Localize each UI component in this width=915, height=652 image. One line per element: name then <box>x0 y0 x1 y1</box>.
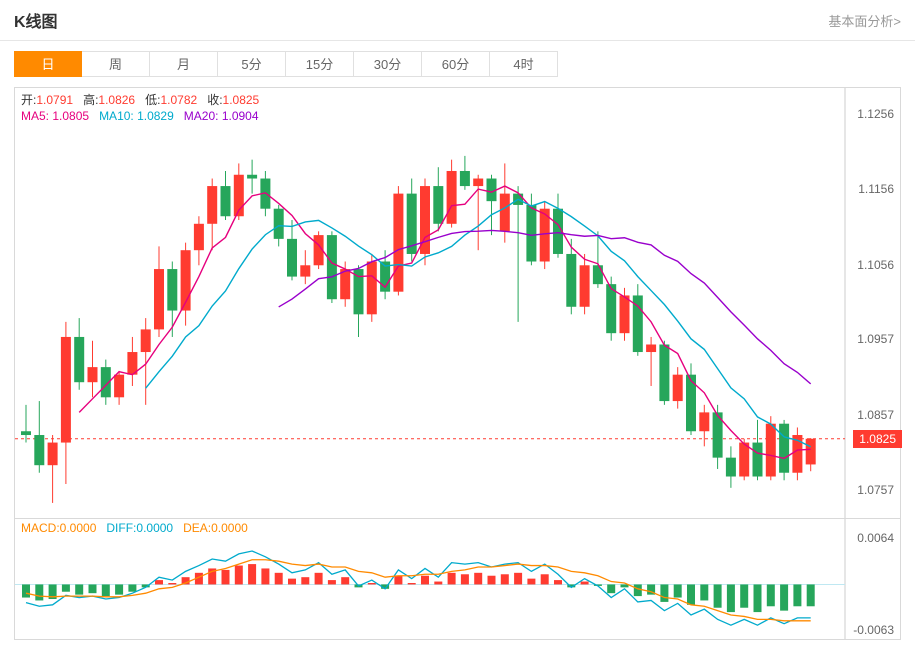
timeframe-tab-4[interactable]: 15分 <box>286 51 354 77</box>
timeframe-tab-7[interactable]: 4时 <box>490 51 558 77</box>
fundamental-analysis-link[interactable]: 基本面分析> <box>828 11 901 30</box>
timeframe-tab-6[interactable]: 60分 <box>422 51 490 77</box>
macd-readout: MACD:0.0000 DIFF:0.0000 DEA:0.0000 <box>21 521 248 535</box>
timeframe-tab-5[interactable]: 30分 <box>354 51 422 77</box>
page-title: K线图 <box>14 8 58 32</box>
timeframe-tab-3[interactable]: 5分 <box>218 51 286 77</box>
ohlc-readout: 开:1.0791 高:1.0826 低:1.0782 收:1.0825 <box>21 92 259 109</box>
timeframe-tabs: 日周月5分15分30分60分4时 <box>0 41 915 87</box>
chart-header: K线图 基本面分析> <box>0 0 915 41</box>
candlestick-svg <box>15 88 900 518</box>
chart-container: 开:1.0791 高:1.0826 低:1.0782 收:1.0825 MA5:… <box>14 87 901 640</box>
timeframe-tab-1[interactable]: 周 <box>82 51 150 77</box>
current-price-tag: 1.0825 <box>853 430 902 448</box>
macd-chart[interactable]: MACD:0.0000 DIFF:0.0000 DEA:0.0000 -0.00… <box>15 519 900 639</box>
macd-svg <box>15 519 900 639</box>
timeframe-tab-2[interactable]: 月 <box>150 51 218 77</box>
ma-readout: MA5: 1.0805 MA10: 1.0829 MA20: 1.0904 <box>21 108 259 125</box>
timeframe-tab-0[interactable]: 日 <box>14 51 82 77</box>
candlestick-chart[interactable]: 开:1.0791 高:1.0826 低:1.0782 收:1.0825 MA5:… <box>15 88 900 518</box>
